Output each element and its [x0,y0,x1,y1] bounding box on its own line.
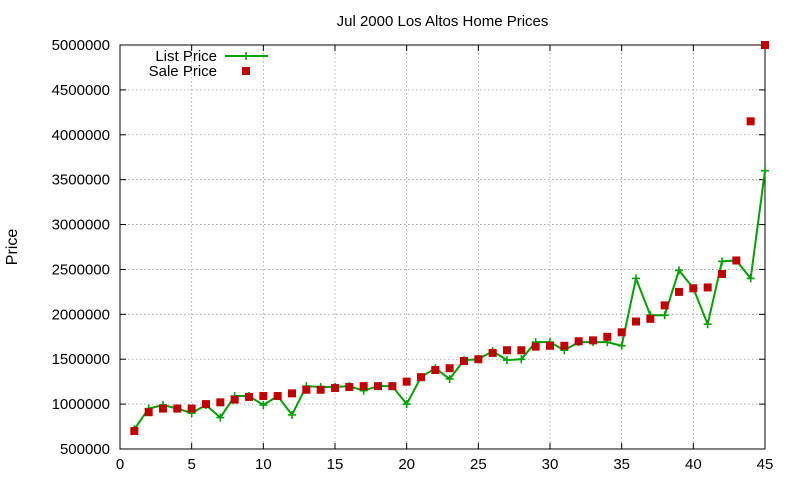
list-price-point [517,355,526,364]
list-price-point [216,413,225,422]
sale-price-point [632,317,640,326]
y-tick-label: 2000000 [52,306,110,323]
sale-price-point [445,364,454,373]
list-price-point [259,401,268,410]
list-price-point [617,341,626,350]
y-tick-label: 1500000 [52,351,110,368]
sale-price-point [331,383,339,392]
sale-price-point [417,373,425,382]
x-tick-label: 15 [327,456,344,473]
sale-price-point [531,342,540,351]
plot-frame [119,44,766,450]
sale-price-point [574,337,583,346]
sale-price-point [359,382,368,391]
sale-price-point [660,301,669,310]
y-tick-label: 1000000 [52,396,110,413]
x-tick-label: 25 [470,456,487,473]
list-price-point [660,311,669,320]
sale-price-point [202,400,210,409]
sale-price-point [646,314,655,323]
list-price-point [288,410,296,419]
y-tick-label: 500000 [60,441,110,458]
sale-price-point [288,389,296,398]
sale-price-point [718,269,726,278]
sale-price-point [746,117,755,126]
sale-price-point [617,328,626,337]
list-price-point [746,274,755,283]
x-tick-label: 40 [685,456,702,473]
y-tick-label: 3000000 [52,217,110,234]
sale-price-point [388,382,397,391]
x-tick-label: 45 [757,456,774,473]
sale-price-point [245,392,253,401]
x-tick-label: 35 [613,456,630,473]
sale-price-point [589,336,597,345]
list-price-point [675,266,683,275]
list-price-point [761,166,769,175]
sale-price-point [488,348,497,357]
list-price-point [703,320,712,329]
sale-price-point [230,395,239,404]
axis-ticks [119,44,766,450]
list-price-point [718,257,726,266]
sale-price-point [187,404,196,413]
sale-price-point [374,382,382,391]
sale-price-point [546,341,554,350]
legend-label-sale-price: Sale Price [149,63,217,80]
sale-price-point [503,346,511,355]
sale-price-point [345,383,354,392]
x-tick-labels: 0 5 10 15 20 25 30 35 40 45 [116,456,774,473]
sale-price-point [517,346,526,355]
y-tick-label: 4500000 [52,82,110,99]
sale-price-point [474,355,483,364]
sale-price-point [173,404,182,413]
sale-price-point [675,287,683,296]
list-price-point [445,374,454,383]
sale-price-point [431,365,440,374]
sale-price-point [302,385,311,394]
sale-price-point [703,283,712,292]
y-axis-label: Price [4,229,21,266]
list-price-point [632,274,640,283]
legend-marker-list-price [242,52,250,60]
sale-price-point [689,284,698,293]
sale-price-point [159,404,167,413]
x-tick-label: 0 [116,456,124,473]
grid-lines [120,45,765,449]
chart-title: Jul 2000 Los Altos Home Prices [337,13,549,30]
legend-label-list-price: List Price [155,48,217,65]
y-tick-label: 2500000 [52,261,110,278]
sale-price-point [130,427,139,436]
y-tick-labels: 500000 1000000 1500000 2000000 2500000 300000… [52,37,110,458]
legend: List Price Sale Price [149,48,268,80]
sale-price-point [560,341,569,350]
sale-price-point [259,392,268,401]
sale-price-point [144,408,153,417]
y-tick-label: 3500000 [52,172,110,189]
y-tick-label: 5000000 [52,37,110,54]
sale-price-point [603,332,612,341]
sale-price-point [273,392,282,401]
sale-price-point [216,398,225,407]
x-tick-label: 10 [255,456,272,473]
series-layer [130,41,769,436]
sale-price-point [402,377,411,386]
x-tick-label: 5 [187,456,195,473]
legend-marker-sale-price [242,67,250,75]
sale-price-point [316,385,325,394]
list-price-point [402,400,411,409]
series-line-list-price [133,170,766,430]
x-tick-label: 20 [398,456,415,473]
sale-price-point [732,256,741,265]
y-tick-label: 4000000 [52,127,110,144]
sale-price-point [761,41,769,49]
x-tick-label: 30 [542,456,559,473]
list-price-point [503,356,511,365]
sale-price-point [460,357,468,366]
